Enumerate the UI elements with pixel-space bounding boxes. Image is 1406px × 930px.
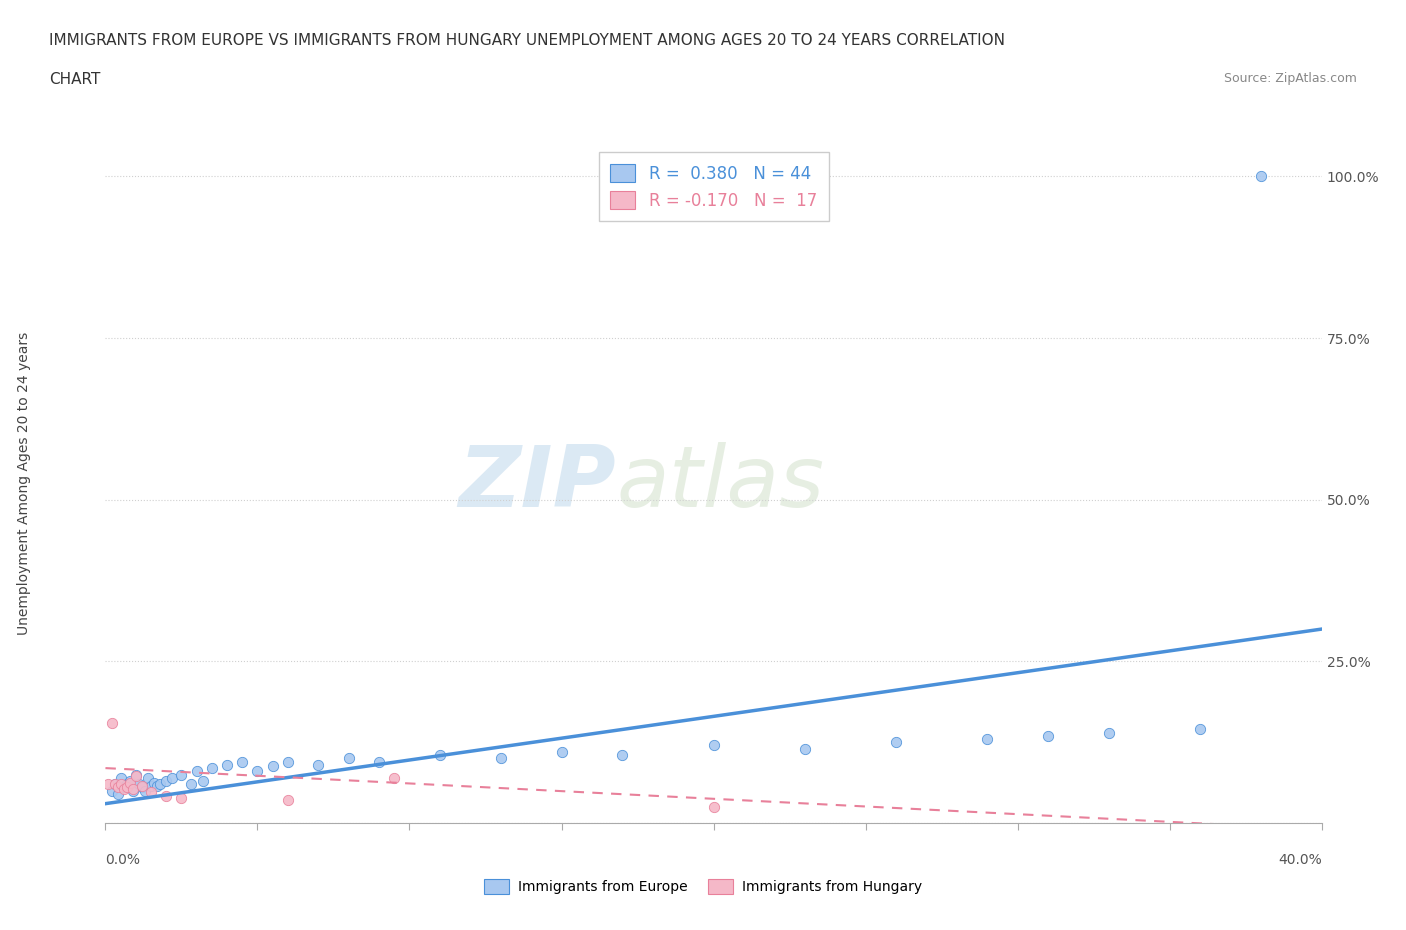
Point xyxy=(134,783,156,798)
Text: CHART: CHART xyxy=(49,72,101,86)
Point xyxy=(793,741,815,756)
Point xyxy=(149,777,172,791)
Point xyxy=(155,789,177,804)
Point xyxy=(180,777,202,791)
Text: Source: ZipAtlas.com: Source: ZipAtlas.com xyxy=(1223,72,1357,85)
Text: 0.0%: 0.0% xyxy=(105,853,141,868)
Point xyxy=(1098,725,1121,740)
Point xyxy=(702,738,725,753)
Point xyxy=(115,777,138,791)
Point xyxy=(110,770,132,785)
Point xyxy=(103,777,125,791)
Point xyxy=(1036,728,1059,743)
Point xyxy=(97,777,120,791)
Point xyxy=(489,751,512,765)
Point xyxy=(107,780,129,795)
Point xyxy=(231,754,253,769)
Point xyxy=(112,782,135,797)
Point xyxy=(139,785,162,800)
Point xyxy=(170,791,193,806)
Point xyxy=(337,751,360,765)
Point xyxy=(115,780,138,795)
Point xyxy=(1250,169,1272,184)
Point xyxy=(1188,722,1211,737)
Point xyxy=(143,776,166,790)
Point xyxy=(201,761,224,776)
Point xyxy=(368,754,391,769)
Legend: R =  0.380   N = 44, R = -0.170   N =  17: R = 0.380 N = 44, R = -0.170 N = 17 xyxy=(599,153,828,221)
Text: IMMIGRANTS FROM EUROPE VS IMMIGRANTS FROM HUNGARY UNEMPLOYMENT AMONG AGES 20 TO : IMMIGRANTS FROM EUROPE VS IMMIGRANTS FRO… xyxy=(49,33,1005,47)
Point xyxy=(121,783,143,798)
Text: 40.0%: 40.0% xyxy=(1278,853,1322,868)
Point xyxy=(125,769,148,784)
Point xyxy=(162,770,184,785)
Point xyxy=(121,782,143,797)
Point xyxy=(612,748,634,763)
Point xyxy=(262,759,284,774)
Point xyxy=(307,757,329,772)
Point xyxy=(103,777,125,791)
Point xyxy=(118,776,141,790)
Point xyxy=(125,767,148,782)
Point xyxy=(112,780,135,795)
Point xyxy=(550,745,572,760)
Point xyxy=(246,764,269,778)
Point xyxy=(191,774,214,789)
Point xyxy=(139,778,162,793)
Point xyxy=(186,764,208,778)
Point xyxy=(100,783,122,798)
Point xyxy=(128,777,150,791)
Text: ZIP: ZIP xyxy=(458,442,616,525)
Point xyxy=(118,774,141,789)
Legend: Immigrants from Europe, Immigrants from Hungary: Immigrants from Europe, Immigrants from … xyxy=(479,874,927,900)
Point xyxy=(107,787,129,802)
Text: atlas: atlas xyxy=(616,442,824,525)
Point xyxy=(277,754,299,769)
Point xyxy=(429,748,451,763)
Point xyxy=(136,770,159,785)
Point xyxy=(131,778,153,793)
Point xyxy=(976,732,998,747)
Point xyxy=(702,800,725,815)
Point xyxy=(100,715,122,730)
Point xyxy=(146,778,169,793)
Point xyxy=(155,774,177,789)
Point xyxy=(277,793,299,808)
Point xyxy=(217,757,239,772)
Text: Unemployment Among Ages 20 to 24 years: Unemployment Among Ages 20 to 24 years xyxy=(17,332,31,635)
Point xyxy=(131,780,153,795)
Point xyxy=(382,770,405,785)
Point xyxy=(110,777,132,791)
Point xyxy=(170,767,193,782)
Point xyxy=(884,735,907,750)
